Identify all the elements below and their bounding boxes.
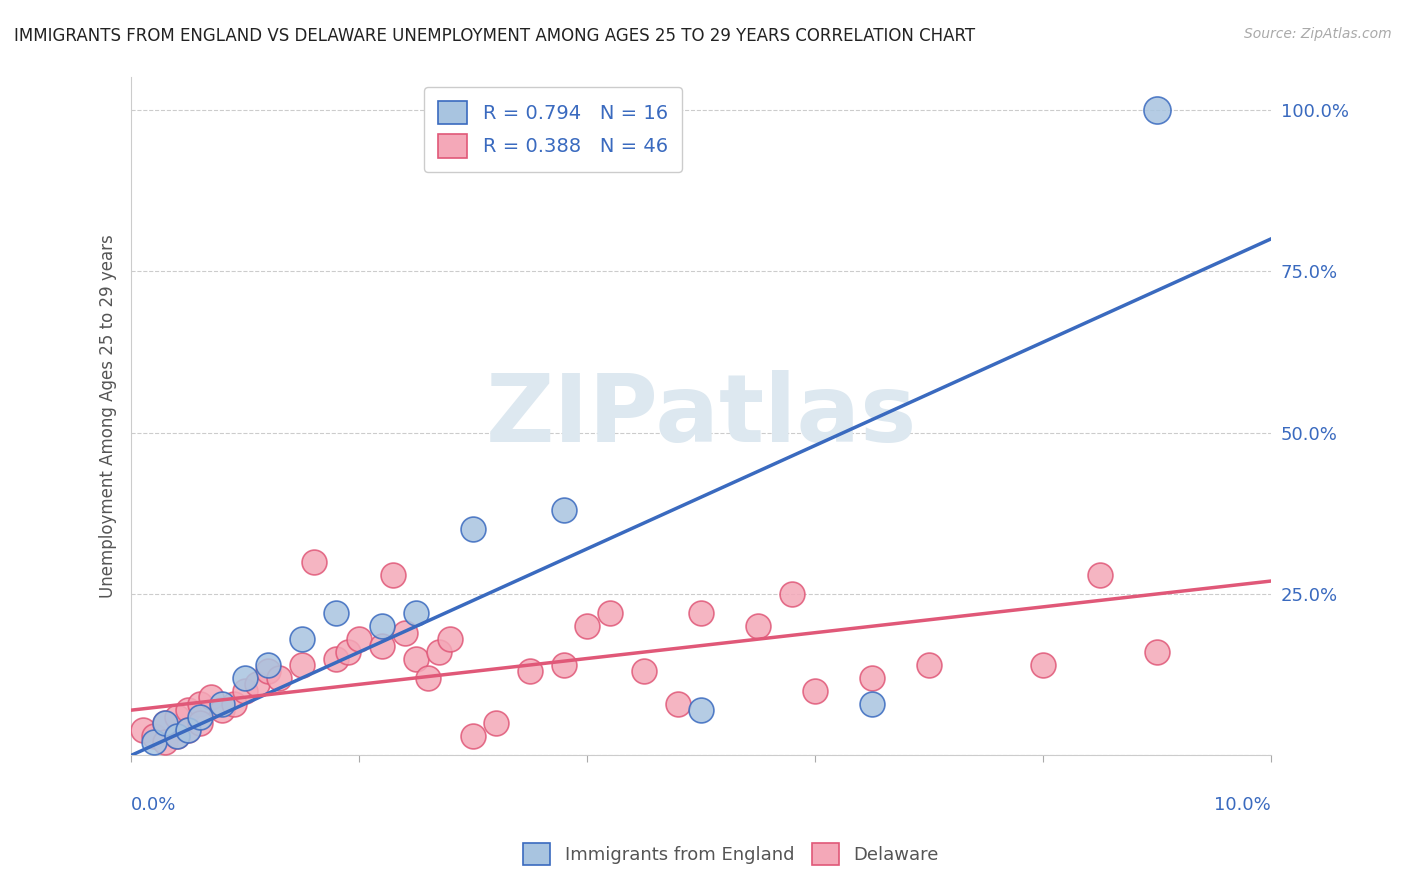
Point <box>427 645 450 659</box>
Legend: Immigrants from England, Delaware: Immigrants from England, Delaware <box>515 834 948 874</box>
Point <box>177 723 200 737</box>
Legend: R = 0.794   N = 16, R = 0.388   N = 46: R = 0.794 N = 16, R = 0.388 N = 46 <box>425 87 682 171</box>
Point <box>371 619 394 633</box>
Point <box>155 716 177 731</box>
Point <box>485 716 508 731</box>
Point <box>211 703 233 717</box>
Point <box>860 697 883 711</box>
Point <box>382 567 405 582</box>
Point <box>599 607 621 621</box>
Point <box>463 522 485 536</box>
Text: Source: ZipAtlas.com: Source: ZipAtlas.com <box>1244 27 1392 41</box>
Point <box>131 723 153 737</box>
Point <box>394 625 416 640</box>
Point <box>576 619 599 633</box>
Point <box>246 677 269 691</box>
Point <box>405 651 427 665</box>
Point <box>188 716 211 731</box>
Point <box>233 671 256 685</box>
Point <box>211 697 233 711</box>
Point <box>302 555 325 569</box>
Point <box>143 735 166 749</box>
Point <box>553 657 575 672</box>
Text: 0.0%: 0.0% <box>131 796 177 814</box>
Point <box>439 632 461 647</box>
Point <box>269 671 291 685</box>
Point <box>188 709 211 723</box>
Point <box>325 607 347 621</box>
Point <box>143 729 166 743</box>
Point <box>188 697 211 711</box>
Point <box>336 645 359 659</box>
Point <box>1088 567 1111 582</box>
Point <box>222 697 245 711</box>
Point <box>860 671 883 685</box>
Point <box>666 697 689 711</box>
Point <box>291 632 314 647</box>
Point <box>1146 103 1168 117</box>
Point <box>166 709 188 723</box>
Point <box>1032 657 1054 672</box>
Point <box>553 503 575 517</box>
Point <box>804 683 827 698</box>
Point <box>325 651 347 665</box>
Point <box>200 690 222 705</box>
Point <box>633 665 655 679</box>
Point <box>155 735 177 749</box>
Text: 10.0%: 10.0% <box>1215 796 1271 814</box>
Point <box>690 703 713 717</box>
Point <box>291 657 314 672</box>
Y-axis label: Unemployment Among Ages 25 to 29 years: Unemployment Among Ages 25 to 29 years <box>100 235 117 599</box>
Point <box>1146 645 1168 659</box>
Point <box>347 632 370 647</box>
Point <box>463 729 485 743</box>
Point <box>690 607 713 621</box>
Point <box>519 665 541 679</box>
Point <box>177 723 200 737</box>
Point <box>155 716 177 731</box>
Point <box>371 639 394 653</box>
Point <box>918 657 941 672</box>
Point <box>747 619 769 633</box>
Point <box>405 607 427 621</box>
Point <box>257 657 280 672</box>
Point <box>233 683 256 698</box>
Text: ZIPatlas: ZIPatlas <box>485 370 917 462</box>
Text: IMMIGRANTS FROM ENGLAND VS DELAWARE UNEMPLOYMENT AMONG AGES 25 TO 29 YEARS CORRE: IMMIGRANTS FROM ENGLAND VS DELAWARE UNEM… <box>14 27 976 45</box>
Point <box>166 729 188 743</box>
Point <box>416 671 439 685</box>
Point <box>257 665 280 679</box>
Point <box>166 729 188 743</box>
Point <box>177 703 200 717</box>
Point <box>782 587 804 601</box>
